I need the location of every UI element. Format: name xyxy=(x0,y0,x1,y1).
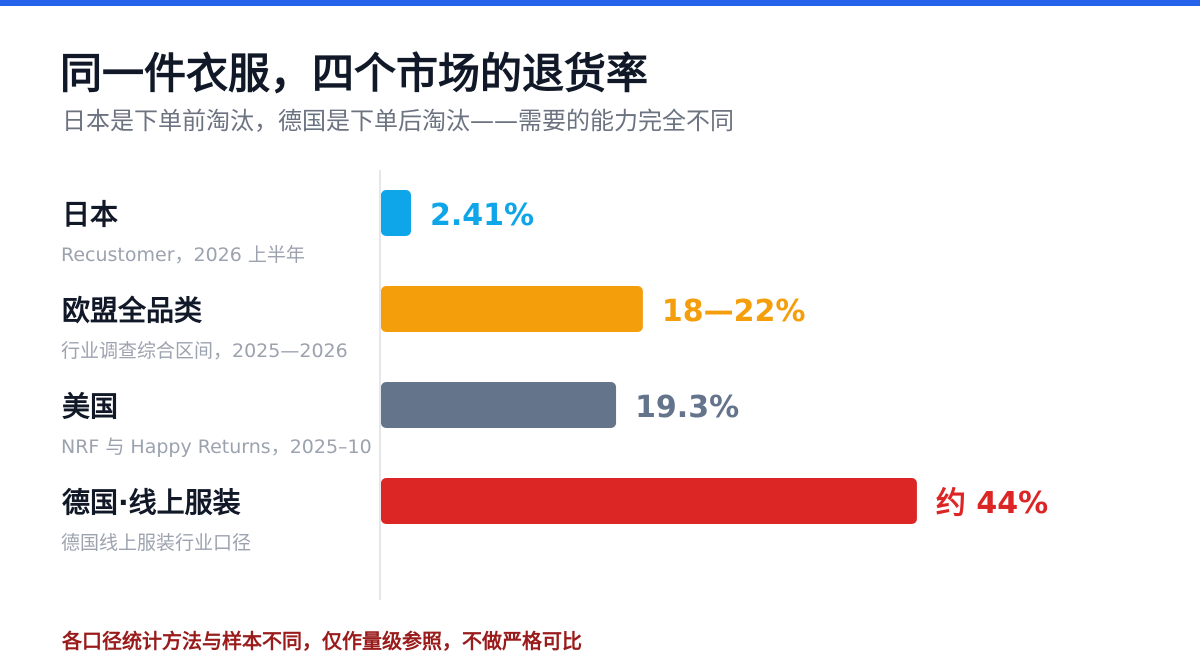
category-label: 美国 xyxy=(62,390,118,423)
source-label: NRF 与 Happy Returns，2025–10 xyxy=(61,436,372,458)
value-label: 约 44% xyxy=(936,486,1048,521)
bars-layer: 日本 Recustomer，2026 上半年 2.41% 欧盟全品类行业调查综合区间，… xyxy=(61,190,1048,554)
category-label: 德国·线上服装 xyxy=(62,486,241,519)
bar xyxy=(381,286,643,332)
category-label: 欧盟全品类 xyxy=(62,294,202,327)
footnote: 各口径统计方法与样本不同，仅作量级参照，不做严格可比 xyxy=(62,629,582,653)
value-label: 2.41% xyxy=(430,198,534,233)
source-label: Recustomer，2026 上半年 xyxy=(61,244,305,266)
value-label: 18—22% xyxy=(662,294,806,329)
category-label: 日本 xyxy=(62,198,118,231)
chart-title: 同一件衣服，四个市场的退货率 xyxy=(60,49,649,98)
bar xyxy=(381,478,917,524)
bar xyxy=(381,190,411,236)
value-label: 19.3% xyxy=(635,390,739,425)
source-label: 德国线上服装行业口径 xyxy=(61,532,251,554)
top-accent-bar xyxy=(0,0,1200,6)
bar xyxy=(381,382,617,428)
chart-subtitle: 日本是下单前淘汰，德国是下单后淘汰——需要的能力完全不同 xyxy=(62,107,734,135)
source-label: 行业调查综合区间，2025—2026 xyxy=(61,340,348,362)
